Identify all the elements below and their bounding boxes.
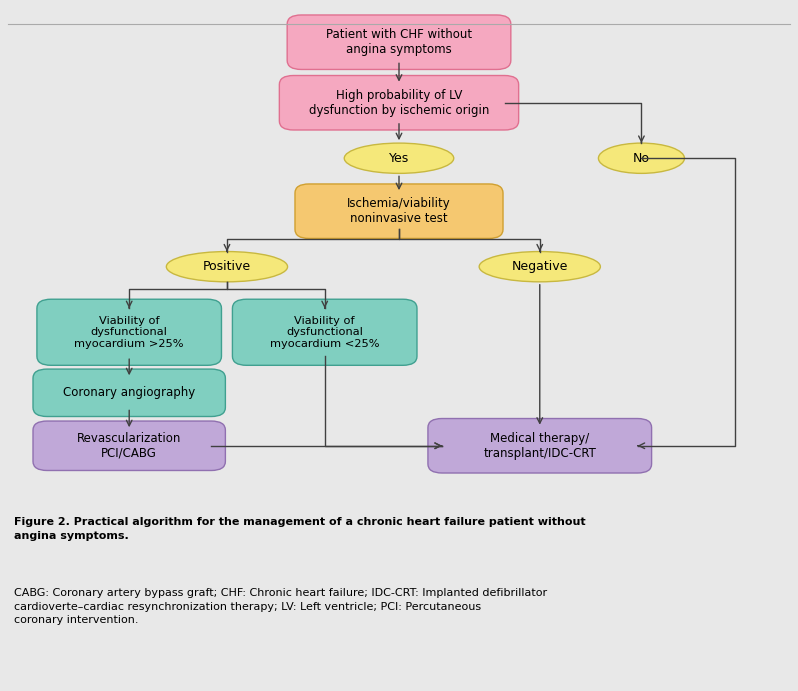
Text: High probability of LV
dysfunction by ischemic origin: High probability of LV dysfunction by is…: [309, 88, 489, 117]
Text: Coronary angiography: Coronary angiography: [63, 386, 196, 399]
FancyBboxPatch shape: [232, 299, 417, 366]
Text: Medical therapy/
transplant/IDC-CRT: Medical therapy/ transplant/IDC-CRT: [484, 432, 596, 460]
FancyBboxPatch shape: [37, 299, 222, 366]
Ellipse shape: [479, 252, 600, 282]
Text: Viability of
dysfunctional
myocardium <25%: Viability of dysfunctional myocardium <2…: [270, 316, 380, 349]
Text: Ischemia/viability
noninvasive test: Ischemia/viability noninvasive test: [347, 197, 451, 225]
Text: Positive: Positive: [203, 261, 251, 273]
Ellipse shape: [598, 143, 685, 173]
Text: CABG: Coronary artery bypass graft; CHF: Chronic heart failure; IDC-CRT: Implant: CABG: Coronary artery bypass graft; CHF:…: [14, 588, 547, 625]
FancyBboxPatch shape: [287, 15, 511, 70]
FancyBboxPatch shape: [33, 421, 225, 471]
Text: Figure 2. Practical algorithm for the management of a chronic heart failure pati: Figure 2. Practical algorithm for the ma…: [14, 518, 586, 540]
Ellipse shape: [166, 252, 287, 282]
FancyBboxPatch shape: [279, 75, 519, 130]
FancyBboxPatch shape: [295, 184, 503, 238]
Ellipse shape: [344, 143, 454, 173]
Text: No: No: [633, 152, 650, 164]
Text: Yes: Yes: [389, 152, 409, 164]
Text: Viability of
dysfunctional
myocardium >25%: Viability of dysfunctional myocardium >2…: [74, 316, 184, 349]
FancyBboxPatch shape: [33, 369, 225, 417]
Text: Revascularization
PCI/CABG: Revascularization PCI/CABG: [77, 432, 181, 460]
Text: Patient with CHF without
angina symptoms: Patient with CHF without angina symptoms: [326, 28, 472, 56]
Text: Negative: Negative: [512, 261, 568, 273]
FancyBboxPatch shape: [428, 419, 652, 473]
